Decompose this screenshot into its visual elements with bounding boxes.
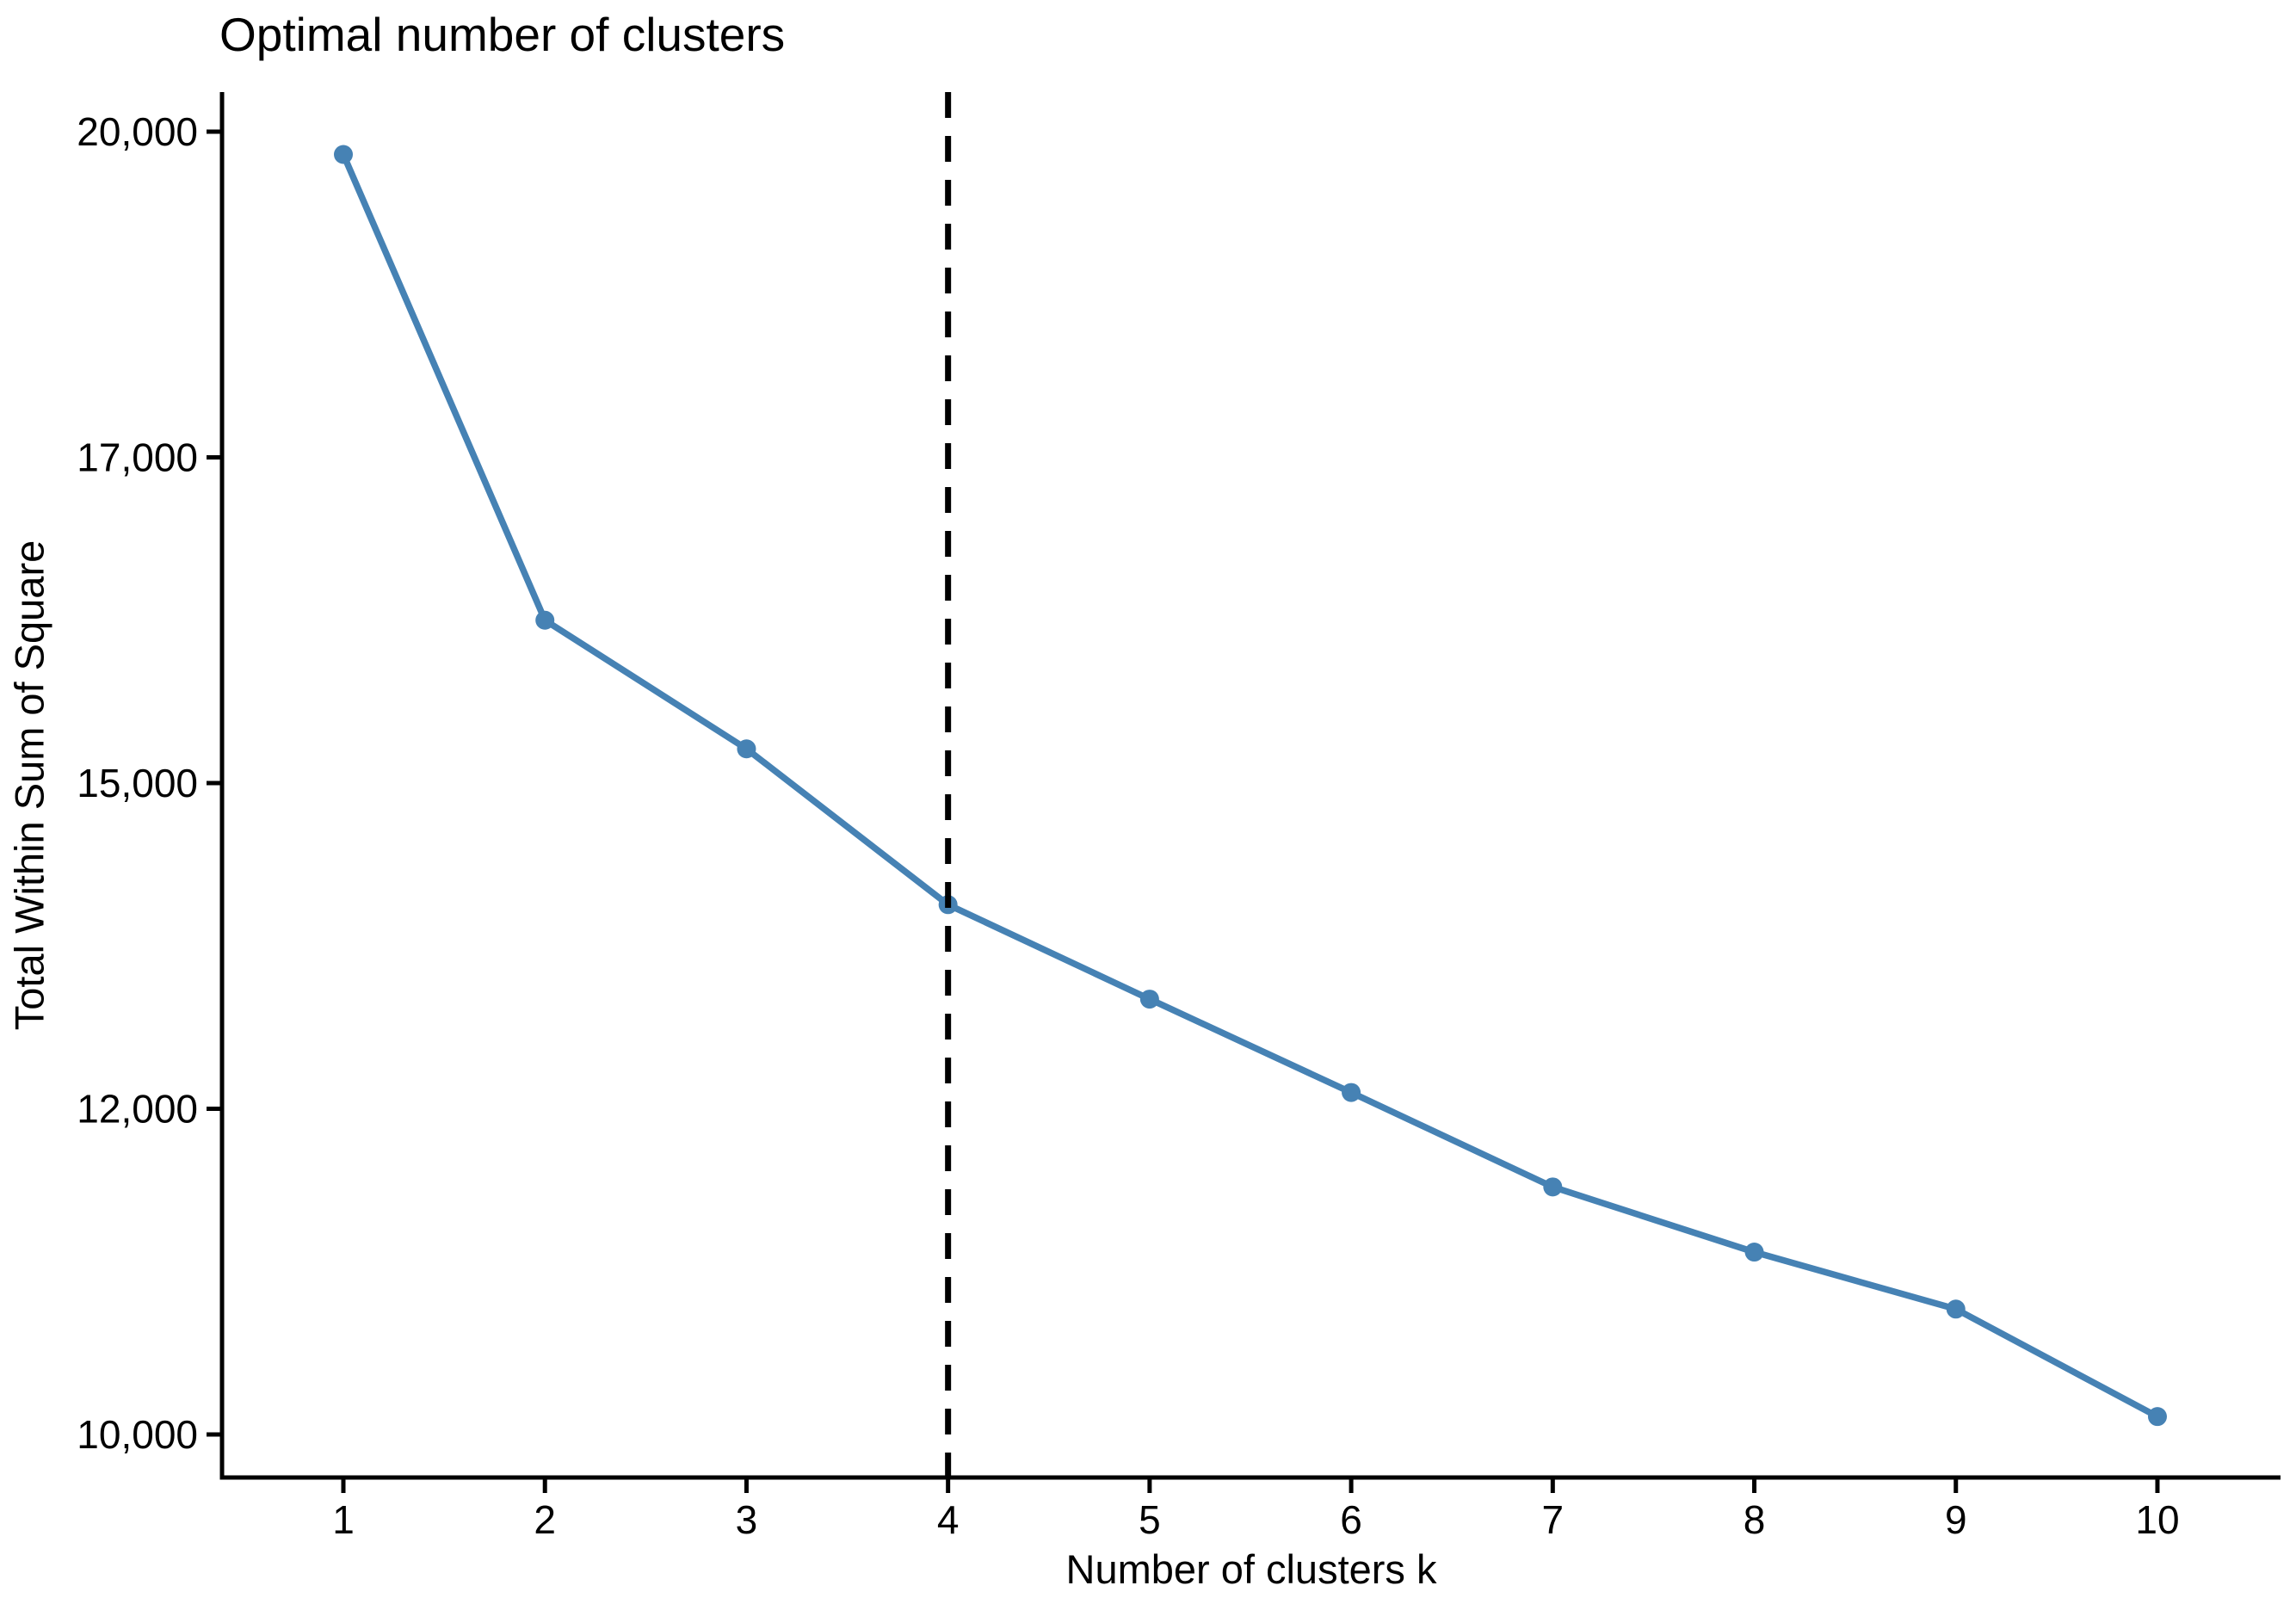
x-tick-label: 3 — [736, 1497, 758, 1542]
x-tick-label: 1 — [332, 1497, 355, 1542]
data-point-k1 — [334, 145, 353, 164]
data-point-k5 — [1139, 990, 1159, 1009]
data-point-k7 — [1543, 1177, 1563, 1197]
x-tick-label: 6 — [1340, 1497, 1362, 1542]
x-tick-label: 7 — [1542, 1497, 1565, 1542]
x-tick-label: 5 — [1139, 1497, 1161, 1542]
x-tick-label: 9 — [1945, 1497, 1967, 1542]
y-tick-label: 10,000 — [77, 1412, 198, 1457]
y-tick-label: 20,000 — [77, 109, 198, 154]
data-point-k8 — [1744, 1243, 1764, 1262]
x-tick-label: 2 — [534, 1497, 556, 1542]
series-line — [340, 151, 2161, 1420]
data-point-k10 — [2147, 1407, 2167, 1427]
x-tick-label: 4 — [937, 1497, 960, 1542]
y-tick-label: 17,000 — [77, 435, 198, 480]
data-point-k2 — [535, 610, 555, 630]
y-tick-label: 15,000 — [77, 761, 198, 805]
x-axis-title: Number of clusters k — [1065, 1546, 1437, 1592]
x-tick-label: 10 — [2135, 1497, 2179, 1542]
y-tick-label: 12,000 — [77, 1087, 198, 1132]
data-point-k3 — [737, 739, 756, 759]
data-point-k9 — [1946, 1299, 1966, 1319]
data-point-k6 — [1342, 1083, 1361, 1102]
x-tick-label: 8 — [1744, 1497, 1766, 1542]
chart-title: Optimal number of clusters — [219, 8, 786, 61]
